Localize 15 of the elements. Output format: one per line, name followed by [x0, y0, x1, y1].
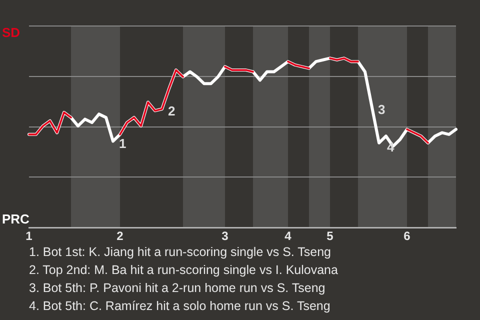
text: 4. Bot 5th: C. Ramírez hit a solo home run vs S. Tseng: [29, 298, 332, 315]
text: 2. Top 2nd: M. Ba hit a run-scoring single vs I. Kulovana: [29, 262, 338, 279]
annotation: 1: [119, 136, 126, 151]
x-tick-label: 6: [404, 229, 411, 244]
x-tick-label: 2: [116, 229, 124, 244]
text: 1. Bot 1st: K. Jiang hit a run-scoring single vs S. Tseng: [29, 244, 332, 261]
x-tick-label: 1: [26, 229, 33, 244]
annotation: 3: [378, 102, 386, 117]
text: 3. Bot 5th: P. Pavoni hit a 2-run home run vs S. Tseng: [29, 280, 326, 297]
x-tick-label: 4: [284, 229, 292, 244]
annotation: 2: [168, 104, 176, 119]
annotation: PRC: [2, 212, 30, 227]
x-tick-label: 3: [222, 229, 229, 244]
text: SD: [2, 25, 20, 40]
x-tick-label: 5: [326, 229, 334, 244]
